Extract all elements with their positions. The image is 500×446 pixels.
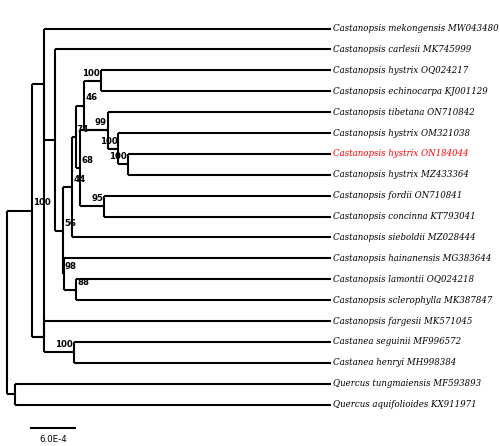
Text: Castanea henryi MH998384: Castanea henryi MH998384 bbox=[334, 358, 456, 368]
Text: Castanopsis carlesii MK745999: Castanopsis carlesii MK745999 bbox=[334, 45, 471, 54]
Text: 88: 88 bbox=[78, 277, 90, 287]
Text: Castanopsis hystrix MZ433364: Castanopsis hystrix MZ433364 bbox=[334, 170, 469, 179]
Text: 6.0E-4: 6.0E-4 bbox=[40, 435, 67, 444]
Text: Castanopsis fordii ON710841: Castanopsis fordii ON710841 bbox=[334, 191, 462, 200]
Text: Castanopsis hystrix ON184044: Castanopsis hystrix ON184044 bbox=[334, 149, 469, 158]
Text: Castanopsis hainanensis MG383644: Castanopsis hainanensis MG383644 bbox=[334, 254, 492, 263]
Text: 100: 100 bbox=[56, 340, 74, 349]
Text: 98: 98 bbox=[64, 262, 76, 271]
Text: Castanopsis hystrix OM321038: Castanopsis hystrix OM321038 bbox=[334, 128, 470, 137]
Text: Quercus tungmaiensis MF593893: Quercus tungmaiensis MF593893 bbox=[334, 379, 482, 388]
Text: 68: 68 bbox=[82, 156, 94, 165]
Text: 74: 74 bbox=[76, 125, 89, 134]
Text: Castanopsis echinocarpa KJ001129: Castanopsis echinocarpa KJ001129 bbox=[334, 87, 488, 96]
Text: Castanopsis sclerophylla MK387847: Castanopsis sclerophylla MK387847 bbox=[334, 296, 492, 305]
Text: 46: 46 bbox=[86, 94, 98, 103]
Text: Castanopsis mekongensis MW043480: Castanopsis mekongensis MW043480 bbox=[334, 24, 499, 33]
Text: 100: 100 bbox=[33, 198, 51, 207]
Text: 99: 99 bbox=[94, 118, 106, 127]
Text: 95: 95 bbox=[92, 194, 104, 203]
Text: Castanopsis concinna KT793041: Castanopsis concinna KT793041 bbox=[334, 212, 476, 221]
Text: Castanopsis fargesii MK571045: Castanopsis fargesii MK571045 bbox=[334, 317, 472, 326]
Text: Castanopsis lamontii OQ024218: Castanopsis lamontii OQ024218 bbox=[334, 275, 474, 284]
Text: 44: 44 bbox=[74, 175, 86, 184]
Text: Castanopsis hystrix OQ024217: Castanopsis hystrix OQ024217 bbox=[334, 66, 468, 75]
Text: Castanopsis sieboldii MZ028444: Castanopsis sieboldii MZ028444 bbox=[334, 233, 476, 242]
Text: 100: 100 bbox=[82, 69, 100, 78]
Text: Castanea seguinii MF996572: Castanea seguinii MF996572 bbox=[334, 338, 462, 347]
Text: Castanopsis tibetana ON710842: Castanopsis tibetana ON710842 bbox=[334, 107, 475, 116]
Text: 100: 100 bbox=[100, 136, 117, 145]
Text: 56: 56 bbox=[64, 219, 76, 227]
Text: Quercus aquifolioides KX911971: Quercus aquifolioides KX911971 bbox=[334, 400, 477, 409]
Text: 100: 100 bbox=[109, 152, 127, 161]
